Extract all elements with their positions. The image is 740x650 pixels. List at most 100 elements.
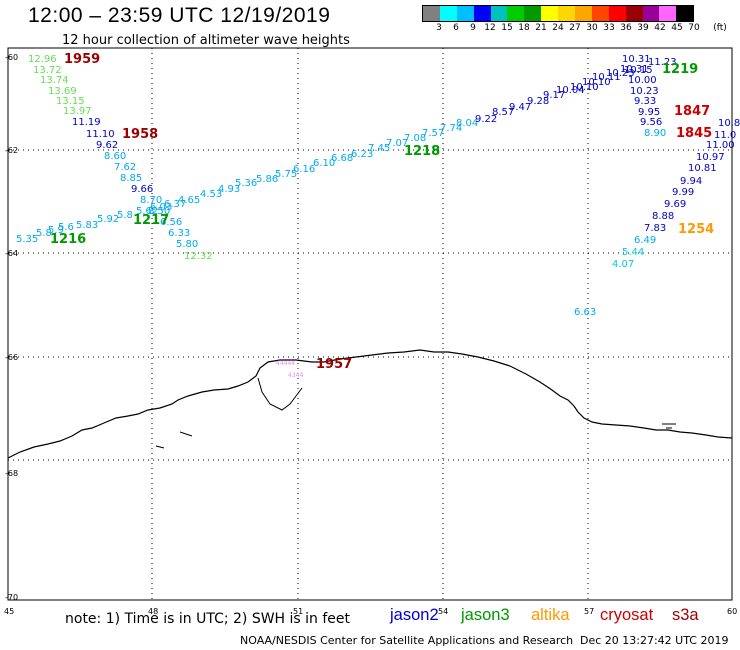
swh-value: 5.6: [58, 222, 74, 233]
map-frame: [7, 47, 733, 601]
scale-swatch: [659, 6, 677, 21]
time-label: 1845: [676, 126, 712, 141]
swh-value: 9.62: [96, 140, 118, 151]
coast-inlet: [257, 377, 303, 411]
color-scale-labels: 3 6 9 12 15 18 21 24 27 30 33 36 39 42 4…: [422, 22, 727, 34]
swh-value: 7.74: [440, 123, 462, 134]
legend-cryosat: cryosat: [600, 606, 654, 624]
swh-value: 5.8: [117, 210, 133, 221]
swh-value: 7.07: [386, 138, 408, 149]
graticule: [8, 48, 732, 600]
time-label: 1847: [674, 104, 710, 119]
swh-value: 11.10: [86, 129, 115, 140]
scale-swatch: [625, 6, 643, 21]
swh-value: 7.57: [422, 128, 444, 139]
swh-value: 5.86: [256, 174, 278, 185]
scale-label: 45: [671, 23, 683, 33]
scale-swatch: [676, 6, 694, 21]
scale-label: 21: [535, 23, 547, 33]
scale-label: 18: [518, 23, 530, 33]
scale-swatch: [473, 6, 491, 21]
time-label: 1217: [133, 213, 169, 228]
swh-value: 4.07: [612, 259, 634, 270]
swh-value: 9.95: [638, 107, 660, 118]
scale-label: 12: [484, 23, 496, 33]
swh-value: 7.08: [404, 133, 426, 144]
scale-label: 3: [436, 23, 442, 33]
swh-value: 6.03: [150, 202, 172, 213]
swh-value: 4344: [288, 372, 303, 379]
legend-s3a: s3a: [672, 606, 699, 624]
scale-label: 30: [586, 23, 598, 33]
scale-swatch: [591, 6, 609, 21]
swh-value: 13.15: [56, 96, 85, 107]
legend-altika: altika: [531, 606, 570, 624]
swh-value: 6.23: [351, 149, 373, 160]
swh-value: 9.28: [527, 96, 549, 107]
scale-swatch: [541, 6, 559, 21]
swh-value: 9.66: [131, 184, 153, 195]
swh-value: 5.36: [235, 178, 257, 189]
swh-value: 8.50: [148, 206, 170, 217]
time-label: 1219: [662, 62, 698, 77]
swh-value: 8.70: [140, 195, 162, 206]
swh-value: 9.22: [475, 114, 497, 125]
swh-value: 7.62: [114, 162, 136, 173]
footer-credit: NOAA/NESDIS Center for Satellite Applica…: [240, 634, 574, 647]
map-title: 12:00 – 23:59 UTC 12/19/2019: [28, 4, 331, 27]
swh-value: 10.23: [630, 86, 659, 97]
footer-date: Dec 20 13:27:42 UTC 2019: [580, 634, 729, 647]
swh-value: 12.96: [28, 54, 57, 65]
swh-value: 10.10: [582, 77, 611, 88]
scale-unit: (ft): [713, 23, 727, 33]
lon-label: 60: [727, 607, 737, 616]
lat-label: -66: [5, 353, 18, 362]
scale-swatch: [507, 6, 525, 21]
lon-label: 57: [584, 607, 594, 616]
map-note: note: 1) Time is in UTC; 2) SWH is in fe…: [65, 611, 351, 627]
color-scale-legend: 3 6 9 12 15 18 21 24 27 30 33 36 39 42 4…: [422, 5, 727, 34]
swh-value: 8.90: [644, 128, 666, 139]
swh-value: 8.57: [492, 107, 514, 118]
scale-label: 24: [552, 23, 564, 33]
scale-label: 39: [637, 23, 649, 33]
swh-value: 5.75: [275, 169, 297, 180]
time-label: 1959: [64, 52, 100, 67]
swh-value: 4.65: [178, 195, 200, 206]
scale-label: 9: [470, 23, 476, 33]
legend-jason2: jason2: [390, 606, 439, 624]
scale-swatch: [490, 6, 508, 21]
track-2: 5.35 5.8 5.9 5.6 5.83 5.92 5.8 5.62 6.03…: [16, 64, 649, 245]
time-label: 1218: [404, 144, 440, 159]
scale-swatch: [439, 6, 457, 21]
scale-label: 33: [603, 23, 615, 33]
swh-value: 13.69: [48, 86, 77, 97]
swh-value: 11.23: [648, 57, 677, 68]
scale-label: 15: [501, 23, 513, 33]
scale-label: 70: [688, 23, 700, 33]
antarctic-coastline: [7, 349, 733, 459]
swh-value: 6.16: [293, 164, 315, 175]
lat-label: -70: [5, 593, 18, 602]
lon-label: 45: [4, 607, 14, 616]
lat-label: -62: [5, 146, 18, 155]
swh-value: 9.47: [509, 102, 531, 113]
time-label: 1958: [122, 127, 158, 142]
lat-label: -68: [5, 469, 18, 478]
swh-value: 10.31: [622, 54, 651, 65]
swh-value: 13.72: [33, 65, 62, 76]
swh-value: 6.33: [168, 228, 190, 239]
swh-value: 11.0: [714, 130, 736, 141]
time-label: 1216: [50, 232, 86, 247]
scale-label: 27: [569, 23, 581, 33]
swh-value: 10.10: [570, 82, 599, 93]
swh-value: 7.83: [644, 223, 666, 234]
lon-label: 54: [438, 607, 448, 616]
track-1: 12.96 13.72 13.74 13.69 13.15 13.97 11.1…: [28, 54, 213, 262]
swh-value: 10.23: [606, 68, 635, 79]
swh-value: 5.35: [16, 234, 38, 245]
swh-value: 5.62: [136, 206, 158, 217]
swh-value: 11.19: [72, 117, 101, 128]
swh-value: 5.9: [48, 225, 64, 236]
